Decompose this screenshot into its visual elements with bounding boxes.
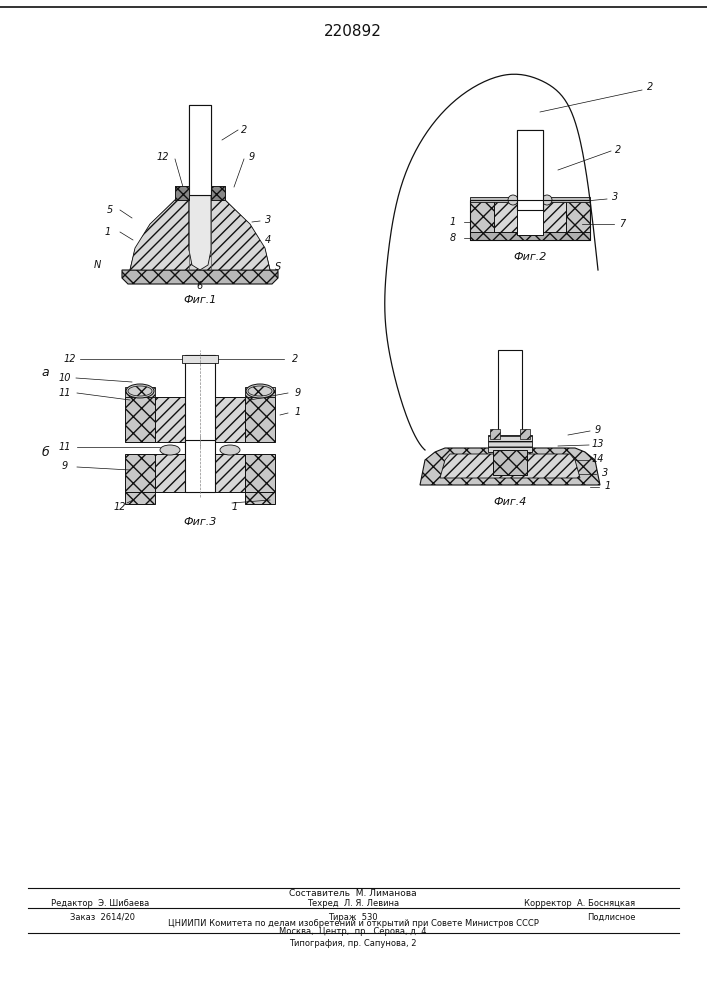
Text: 11: 11 <box>59 442 71 452</box>
Ellipse shape <box>126 384 154 398</box>
Bar <box>245 397 275 442</box>
Text: 13: 13 <box>592 439 604 449</box>
Text: б: б <box>41 446 49 458</box>
Text: Фиг.3: Фиг.3 <box>183 517 216 527</box>
Text: 11: 11 <box>59 388 71 398</box>
Text: 2: 2 <box>647 82 653 92</box>
Text: 8: 8 <box>450 233 456 243</box>
Text: 2: 2 <box>292 354 298 364</box>
Bar <box>185 440 215 492</box>
Text: Типография, пр. Сапунова, 2: Типография, пр. Сапунова, 2 <box>289 938 416 948</box>
Bar <box>494 200 566 235</box>
Bar <box>211 186 225 200</box>
Polygon shape <box>122 270 278 284</box>
Text: 1: 1 <box>295 407 301 417</box>
Text: 1: 1 <box>450 217 456 227</box>
Ellipse shape <box>220 445 240 455</box>
Bar <box>245 454 275 492</box>
Text: 3: 3 <box>612 192 618 202</box>
Text: 12: 12 <box>114 502 127 512</box>
Bar <box>520 429 530 439</box>
Text: 9: 9 <box>295 388 301 398</box>
Bar <box>125 454 155 492</box>
Text: 3: 3 <box>602 468 608 478</box>
Bar <box>185 355 215 442</box>
Polygon shape <box>130 200 200 270</box>
Bar <box>517 130 543 210</box>
Text: Фиг.2: Фиг.2 <box>513 252 547 262</box>
Text: 2: 2 <box>241 125 247 135</box>
Text: 1: 1 <box>605 481 611 491</box>
Text: 7: 7 <box>619 219 625 229</box>
Bar <box>245 387 275 397</box>
Text: 4: 4 <box>265 235 271 245</box>
Text: ЦНИИПИ Комитета по делам изобретений и открытий при Совете Министров СССР: ЦНИИПИ Комитета по делам изобретений и о… <box>168 920 539 928</box>
Polygon shape <box>200 200 270 270</box>
Bar <box>125 397 155 442</box>
Bar <box>211 186 225 200</box>
Text: Заказ  2614/20: Заказ 2614/20 <box>70 912 135 922</box>
Bar <box>189 105 211 195</box>
Text: 9: 9 <box>62 461 68 471</box>
Bar <box>125 387 155 397</box>
Text: 3: 3 <box>265 215 271 225</box>
Text: 10: 10 <box>59 373 71 383</box>
Text: Тираж  530: Тираж 530 <box>328 912 378 922</box>
Text: 14: 14 <box>592 454 604 464</box>
Bar <box>517 190 543 235</box>
Bar <box>182 355 218 363</box>
Bar <box>175 186 189 200</box>
Text: 12: 12 <box>157 152 169 162</box>
Bar <box>493 450 527 475</box>
Bar <box>175 186 189 200</box>
Bar <box>488 435 532 452</box>
Bar <box>470 232 590 240</box>
Text: Составитель  М. Лиманова: Составитель М. Лиманова <box>289 890 417 898</box>
Text: 6: 6 <box>197 281 203 291</box>
Bar <box>517 130 543 210</box>
Circle shape <box>508 195 518 205</box>
Text: 1: 1 <box>105 227 111 237</box>
Bar <box>470 200 494 235</box>
Text: Корректор  А. Босняцкая: Корректор А. Босняцкая <box>525 898 636 908</box>
Bar <box>155 454 185 492</box>
Bar <box>215 397 245 442</box>
Bar <box>125 492 155 504</box>
Polygon shape <box>420 448 600 485</box>
Ellipse shape <box>128 386 152 396</box>
Bar <box>566 200 590 235</box>
Text: Редактор  Э. Шибаева: Редактор Э. Шибаева <box>51 898 149 908</box>
Text: 12: 12 <box>64 354 76 364</box>
Circle shape <box>542 195 552 205</box>
Text: Москва,  Центр,  пр.  Серова, д. 4: Москва, Центр, пр. Серова, д. 4 <box>279 926 427 936</box>
Bar <box>215 454 245 492</box>
Text: Фиг.1: Фиг.1 <box>183 295 216 305</box>
Text: N: N <box>93 260 100 270</box>
Text: 9: 9 <box>595 425 601 435</box>
Text: Фиг.4: Фиг.4 <box>493 497 527 507</box>
Text: Подлисное: Подлисное <box>588 912 636 922</box>
Ellipse shape <box>246 384 274 398</box>
Bar <box>498 350 522 450</box>
Ellipse shape <box>248 386 272 396</box>
Polygon shape <box>130 195 200 270</box>
Text: 9: 9 <box>249 152 255 162</box>
Polygon shape <box>200 195 270 270</box>
Bar <box>155 397 185 442</box>
Bar <box>490 429 500 439</box>
Ellipse shape <box>160 445 180 455</box>
Text: 2: 2 <box>615 145 621 155</box>
Text: 5: 5 <box>107 205 113 215</box>
Text: S: S <box>275 262 281 272</box>
Text: 220892: 220892 <box>324 24 382 39</box>
Text: Техред  Л. Я. Левина: Техред Л. Я. Левина <box>307 898 399 908</box>
Text: а: а <box>41 365 49 378</box>
Polygon shape <box>189 195 211 270</box>
Bar <box>470 197 590 202</box>
Text: 1: 1 <box>232 502 238 512</box>
Bar <box>245 492 275 504</box>
Bar <box>189 105 211 195</box>
Polygon shape <box>440 454 580 478</box>
